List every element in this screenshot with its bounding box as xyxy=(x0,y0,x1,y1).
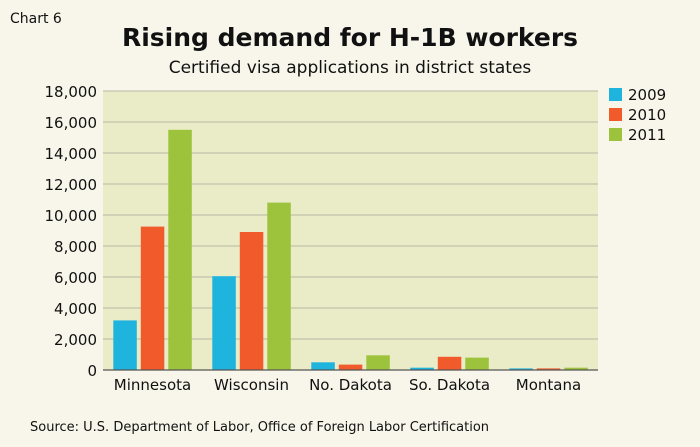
bar xyxy=(410,367,434,370)
bar xyxy=(465,357,489,370)
legend-label: 2009 xyxy=(628,86,666,104)
y-tick-label: 0 xyxy=(87,362,97,380)
bar xyxy=(113,320,137,370)
y-tick-label: 12,000 xyxy=(45,176,98,194)
y-tick-label: 18,000 xyxy=(45,83,98,101)
y-tick-label: 10,000 xyxy=(45,207,98,225)
bar xyxy=(338,364,363,370)
bar xyxy=(212,276,236,370)
y-tick-label: 4,000 xyxy=(54,300,97,318)
chart-label: Chart 6 xyxy=(10,11,62,27)
x-tick-label: Wisconsin xyxy=(214,376,289,394)
y-tick-label: 16,000 xyxy=(45,114,98,132)
bar xyxy=(536,368,561,370)
chart-subtitle: Certified visa applications in district … xyxy=(169,58,532,78)
bar xyxy=(140,226,165,370)
y-tick-label: 8,000 xyxy=(54,238,97,256)
y-tick-label: 14,000 xyxy=(45,145,98,163)
bar xyxy=(311,362,335,371)
legend-label: 2011 xyxy=(628,126,666,144)
plot-layer: 0 2,000 4,000 6,000 8,000 10,000 12,000 14,000 1… xyxy=(45,83,598,394)
y-tick-label: 6,000 xyxy=(54,269,97,287)
legend: 2009 2010 2011 xyxy=(609,86,666,144)
bar xyxy=(564,367,588,370)
x-tick-label: So. Dakota xyxy=(409,376,490,394)
y-tick-label: 2,000 xyxy=(54,331,97,349)
bar xyxy=(437,356,462,370)
bar xyxy=(168,129,192,371)
legend-swatch xyxy=(609,128,622,141)
x-tick-label: Montana xyxy=(516,376,581,394)
chart-title: Rising demand for H-1B workers xyxy=(122,23,578,52)
bar xyxy=(239,232,264,370)
bar xyxy=(509,368,533,370)
legend-swatch xyxy=(609,108,622,121)
x-tick-label: No. Dakota xyxy=(309,376,392,394)
bar xyxy=(366,355,390,370)
source-note: Source: U.S. Department of Labor, Office… xyxy=(30,420,489,435)
x-tick-label: Minnesota xyxy=(114,376,191,394)
legend-label: 2010 xyxy=(628,106,666,124)
legend-swatch xyxy=(609,88,622,101)
bar xyxy=(267,202,291,370)
